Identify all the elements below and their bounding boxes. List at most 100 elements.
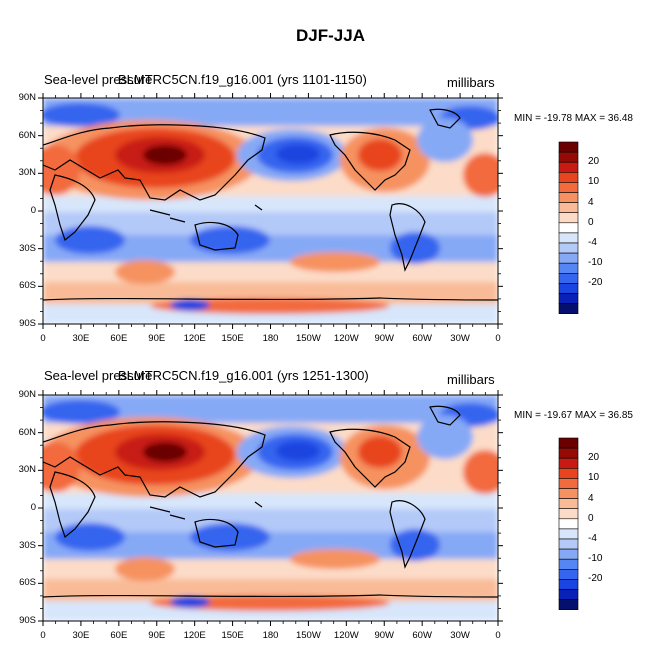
- colorbar-swatch: [558, 508, 579, 520]
- colorbar-swatch: [558, 232, 579, 244]
- panel-2-x-tick-label: 60W: [412, 630, 432, 641]
- panel-2-y-tick-label: 0: [30, 502, 36, 513]
- panel-2-y-tick-label: 60N: [18, 426, 36, 438]
- panel-1-contour-field: [43, 98, 498, 324]
- panel-2-units: millibars: [447, 372, 495, 387]
- colorbar-swatch: [558, 498, 579, 510]
- panel-2-x-tick-label: 90W: [374, 630, 395, 641]
- panel-1-colorbar-label: -20: [588, 277, 603, 289]
- panel-1-x-tick-label: 180: [262, 333, 279, 344]
- colorbar-swatch: [558, 272, 579, 284]
- panel-2-variable-name: Sea-level pressure: [44, 368, 153, 383]
- panel-2-colorbar-label: -20: [588, 573, 603, 585]
- panel-2-y-tick-label: 90S: [19, 615, 36, 626]
- colorbar-swatch: [558, 283, 579, 294]
- figure-title: DJF-JJA: [296, 26, 365, 45]
- colorbar-swatch: [558, 478, 579, 489]
- colorbar-swatch: [558, 538, 579, 550]
- panel-1-minmax: MIN = -19.78 MAX = 36.48: [514, 113, 633, 124]
- colorbar-swatch: [558, 558, 579, 570]
- panel-2-map: [38, 390, 503, 626]
- colorbar-swatch: [558, 437, 579, 449]
- panel-1-y-tick-label: 30S: [19, 242, 36, 254]
- panel-2-x-tick-label: 90E: [148, 630, 166, 641]
- panel-1-case-name: BLMTRC5CN.f19_g16.001 (yrs 1101-1150): [118, 72, 367, 87]
- colorbar-swatch: [558, 447, 579, 459]
- panel-1-x-tick-label: 0: [495, 333, 501, 344]
- colorbar-swatch: [558, 599, 579, 610]
- panel-2-x-tick-label: 150E: [221, 630, 244, 641]
- panel-1-x-tick-label: 60W: [412, 333, 432, 344]
- colorbar-swatch: [558, 182, 579, 193]
- panel-1-colorbar-label: 10: [588, 176, 600, 188]
- colorbar-swatch: [558, 151, 579, 163]
- panel-2-colorbar-label: 20: [588, 452, 600, 464]
- panel-2-minmax: MIN = -19.67 MAX = 36.85: [514, 410, 633, 421]
- panel-2-x-tick-label: 120W: [333, 630, 359, 641]
- panel-1-x-tick-label: 90E: [148, 333, 166, 344]
- panel-1-y-tick-label: 0: [30, 205, 36, 216]
- panel-2-x-tick-label: 180: [262, 630, 279, 641]
- colorbar-swatch: [558, 528, 579, 540]
- panel-1-x-tick-label: 150W: [295, 333, 321, 344]
- colorbar-swatch: [558, 579, 579, 590]
- panel-1-coastlines: [43, 108, 498, 301]
- panel-1-colorbar-label: 4: [588, 196, 594, 208]
- panel-1-units: millibars: [447, 75, 495, 90]
- colorbar-swatch: [558, 172, 579, 183]
- panel-2-x-tick-label: 120E: [183, 630, 206, 641]
- panel-1-y-tick-label: 90N: [18, 92, 36, 103]
- panel-1-x-tick-label: 120W: [333, 333, 359, 344]
- panel-1-x-tick-label: 30W: [450, 333, 470, 344]
- panel-2-x-tick-label: 30W: [450, 630, 470, 641]
- panel-1-x-tick-label: 30E: [72, 333, 90, 344]
- panel-2-colorbar-label: -4: [588, 533, 597, 544]
- panel-2-x-tick-label: 60E: [110, 630, 128, 641]
- panel-2-x-tick-label: 0: [495, 630, 501, 641]
- panel-1-x-tick-label: 60E: [110, 333, 128, 344]
- colorbar-swatch: [558, 161, 579, 173]
- colorbar-swatch: [558, 548, 579, 560]
- colorbar-swatch: [558, 589, 579, 600]
- panel-1-variable-name: Sea-level pressure: [44, 72, 153, 87]
- panel-2-x-tick-label: 150W: [295, 630, 321, 641]
- panel-1-map: [38, 93, 503, 329]
- colorbar-swatch: [558, 212, 579, 224]
- panel-2-contour-field: [43, 395, 498, 621]
- panel-1-colorbar-label: 0: [588, 216, 594, 228]
- panel-1-x-tick-label: 120E: [183, 333, 206, 344]
- panel-1-colorbar-label: 20: [588, 156, 600, 168]
- panel-1-y-tick-label: 90S: [19, 318, 36, 329]
- panel-2-case-name: BLMTRC5CN.f19_g16.001 (yrs 1251-1300): [118, 368, 369, 383]
- panel-1-ticks: [38, 93, 503, 329]
- colorbar-swatch: [558, 222, 579, 234]
- colorbar-swatch: [558, 303, 579, 315]
- panel-1-y-tick-label: 60S: [19, 280, 36, 292]
- panel-1-x-tick-label: 150E: [221, 333, 244, 344]
- panel-1-colorbar-label: -4: [588, 237, 597, 248]
- panel-2-y-tick-label: 30N: [18, 464, 36, 476]
- panel-1-colorbar: [558, 141, 579, 315]
- colorbar-swatch: [558, 488, 579, 499]
- colorbar-swatch: [558, 252, 579, 264]
- colorbar-swatch: [558, 141, 579, 153]
- panel-2-y-tick-label: 30S: [19, 539, 36, 551]
- colorbar-swatch: [558, 242, 579, 254]
- panel-1-x-tick-label: 0: [40, 333, 46, 344]
- panel-2-colorbar-label: 0: [588, 512, 594, 524]
- colorbar-swatch: [558, 518, 579, 530]
- panel-2-coastlines: [43, 405, 498, 598]
- panel-2-colorbar-label: -10: [588, 553, 603, 565]
- panel-1-y-tick-label: 60N: [18, 129, 36, 141]
- panel-1-x-tick-label: 90W: [374, 333, 395, 344]
- panel-2-y-tick-label: 60S: [19, 577, 36, 589]
- panel-1-y-tick-label: 30N: [18, 167, 36, 179]
- colorbar-swatch: [558, 192, 579, 203]
- panel-2-colorbar: [558, 437, 579, 610]
- colorbar-swatch: [558, 202, 579, 214]
- panel-2-x-tick-label: 0: [40, 630, 46, 641]
- colorbar-swatch: [558, 293, 579, 304]
- panel-2-x-tick-label: 30E: [72, 630, 90, 641]
- colorbar-swatch: [558, 457, 579, 469]
